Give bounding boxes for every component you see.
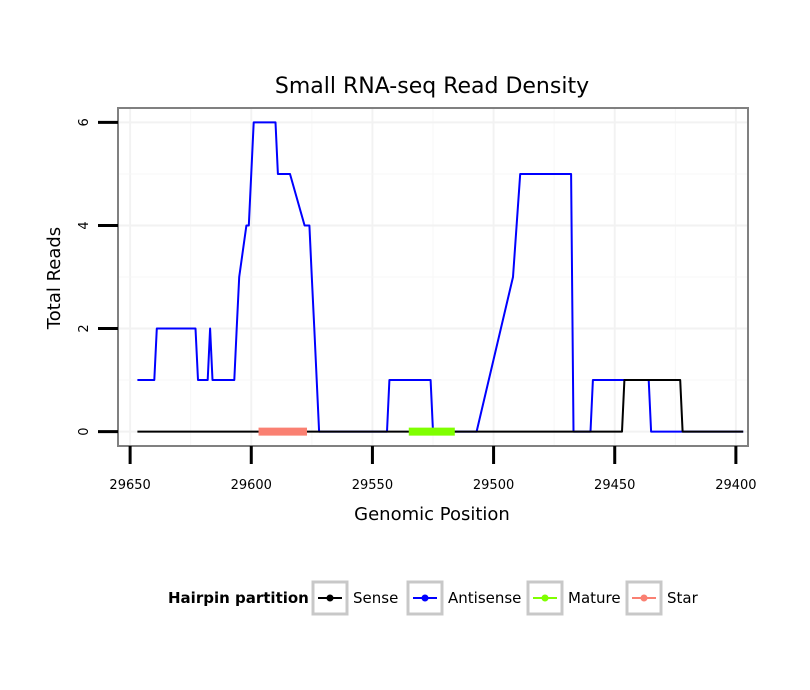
legend-title: Hairpin partition xyxy=(168,589,309,607)
legend-label: Sense xyxy=(353,589,398,607)
y-tick-label: 4 xyxy=(77,221,92,229)
y-axis-title: Total Reads xyxy=(44,227,65,330)
x-axis: 29650 29600 29550 29500 29450 29400 xyxy=(109,446,757,493)
y-tick-label: 2 xyxy=(77,324,92,332)
legend-label: Antisense xyxy=(448,589,521,607)
legend-item-star: Star xyxy=(625,580,699,616)
plot-border xyxy=(117,107,749,447)
legend-label: Mature xyxy=(568,589,621,607)
x-axis-title: Genomic Position xyxy=(354,504,510,525)
series-line-sense xyxy=(137,379,744,433)
legend-item-sense: Sense xyxy=(311,580,398,616)
x-tick-label: 29650 xyxy=(109,478,150,493)
y-axis: 0 2 4 6 xyxy=(77,118,118,436)
x-tick-label: 29600 xyxy=(231,478,272,493)
legend-key-point xyxy=(326,594,334,602)
chart-title: Small RNA-seq Read Density xyxy=(275,74,589,99)
legend-key-point xyxy=(640,594,648,602)
x-tick-label: 29500 xyxy=(473,478,514,493)
series-layer xyxy=(137,121,744,436)
y-tick-label: 6 xyxy=(77,118,92,126)
legend-key-point xyxy=(541,594,549,602)
legend-label: Star xyxy=(667,589,699,607)
x-tick-label: 29400 xyxy=(715,478,756,493)
legend-item-antisense: Antisense xyxy=(406,580,521,616)
y-tick-label: 0 xyxy=(77,427,92,435)
legend-key-point xyxy=(421,594,429,602)
plot-panel xyxy=(117,107,749,447)
legend: Hairpin partition Sense Antisense Mature St… xyxy=(168,580,699,616)
x-tick-label: 29450 xyxy=(594,478,635,493)
legend-item-mature: Mature xyxy=(526,580,621,616)
x-tick-label: 29550 xyxy=(352,478,393,493)
